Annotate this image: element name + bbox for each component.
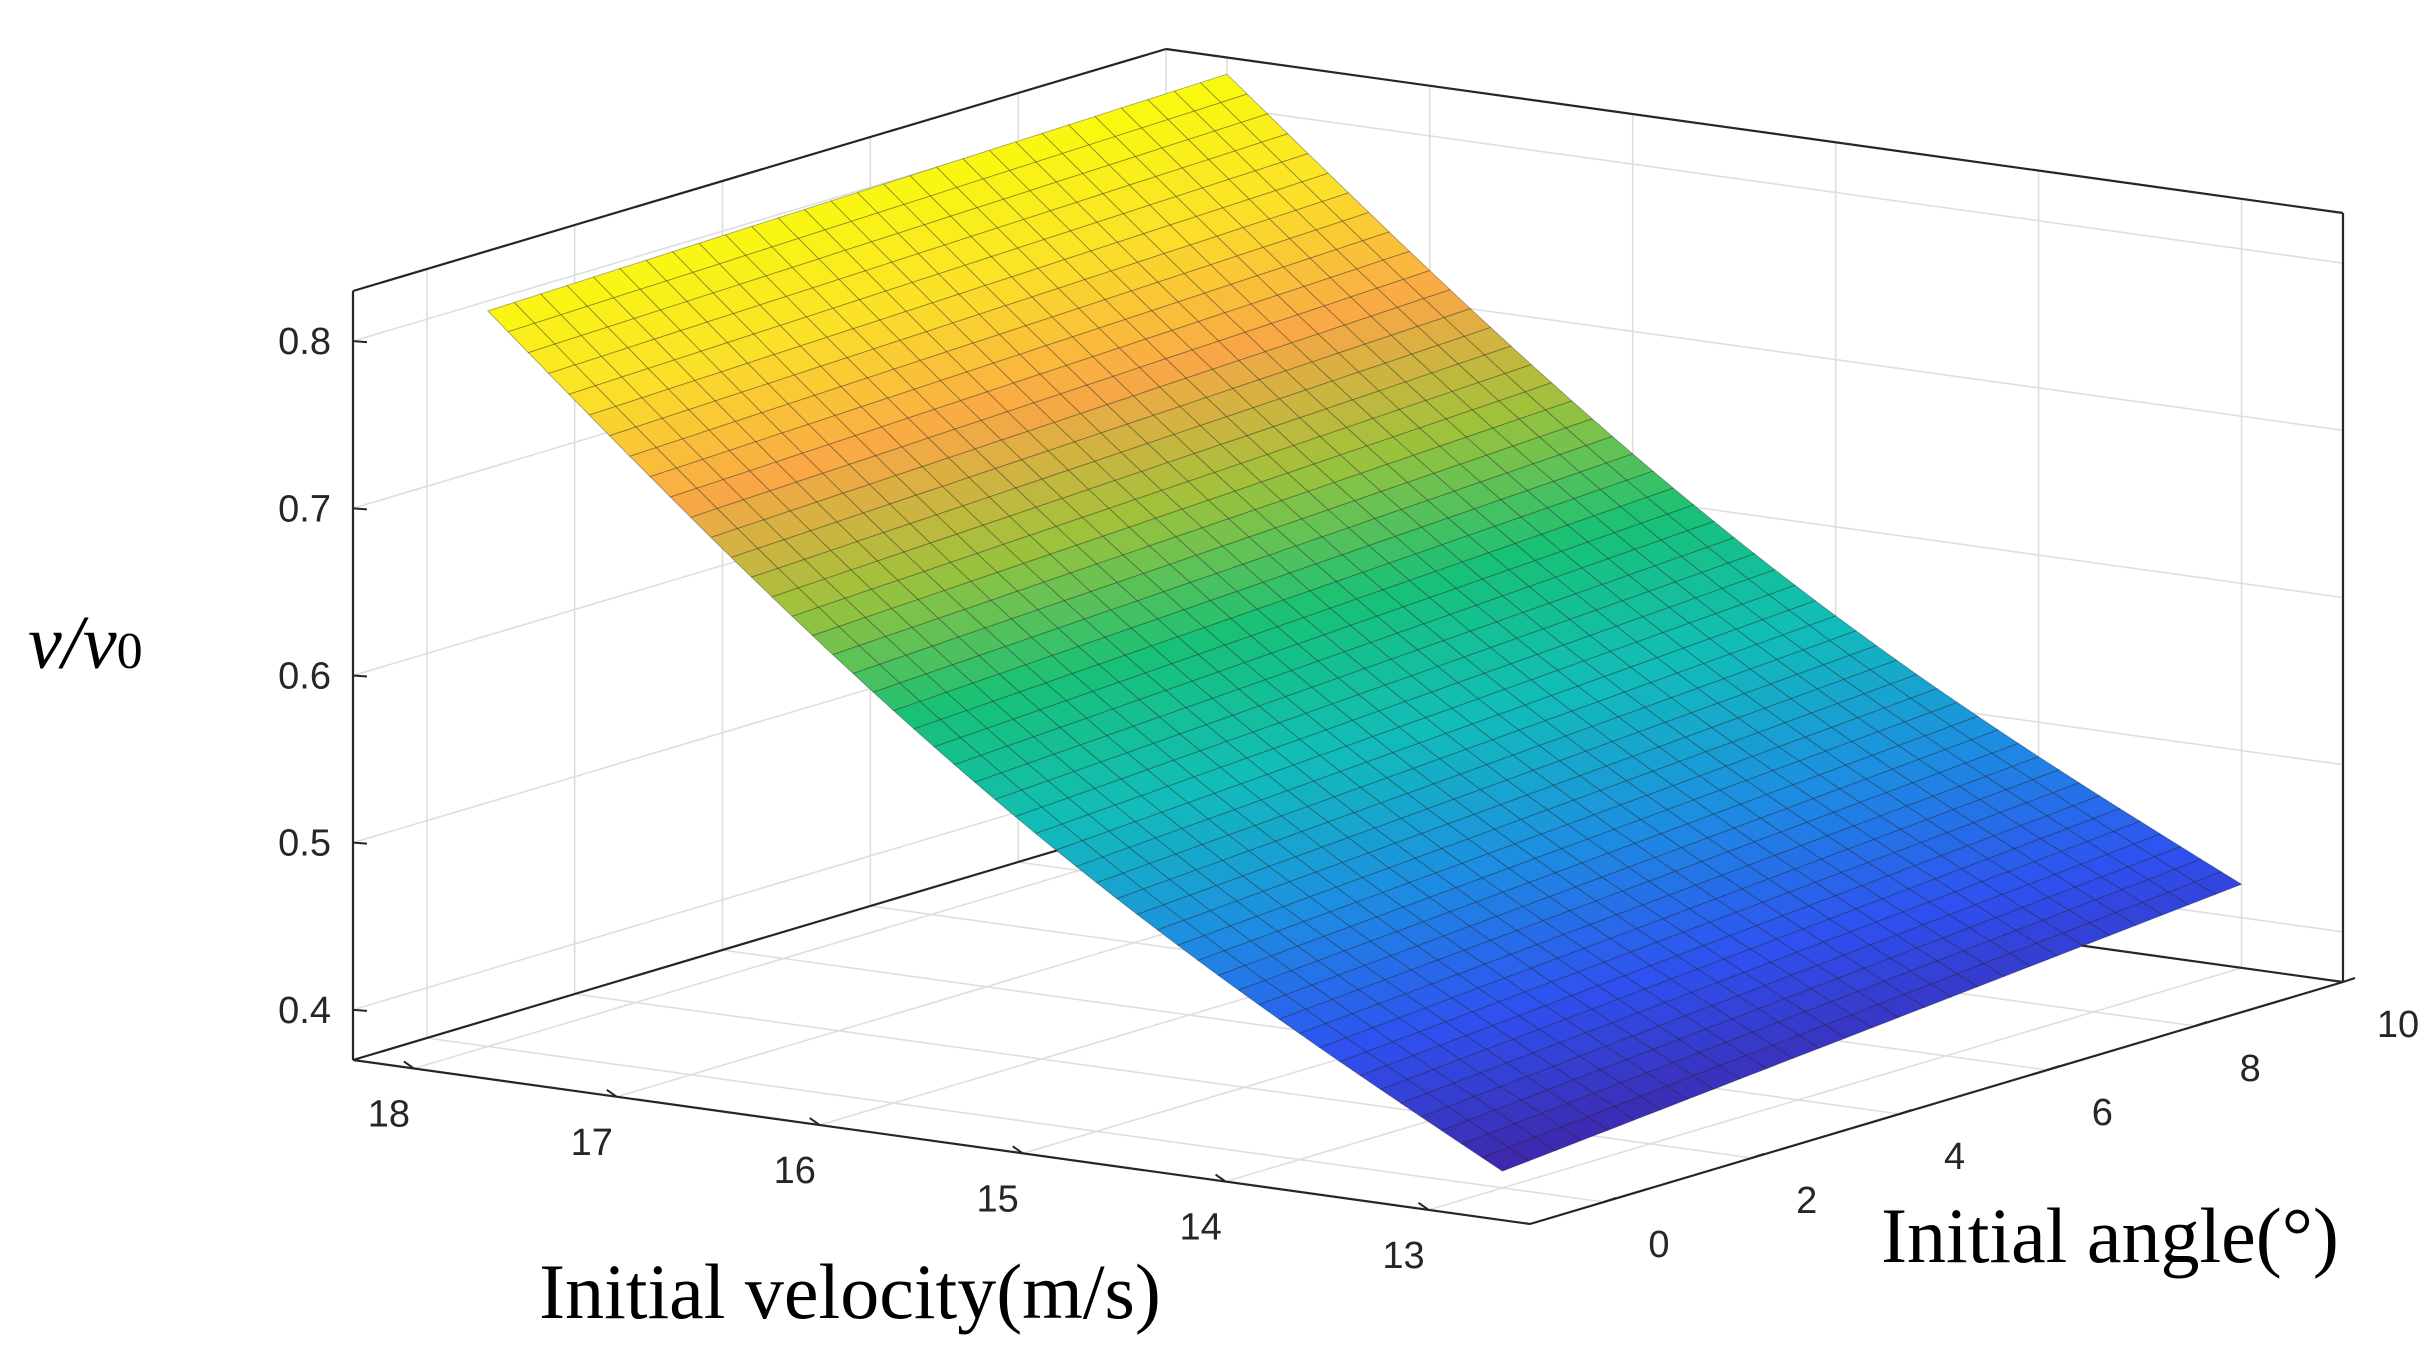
- x-tick-label: 14: [1179, 1207, 1221, 1249]
- x-tick-label: 17: [571, 1122, 613, 1164]
- surface-patch: [1639, 1085, 1689, 1111]
- surface-patch: [1771, 1034, 1821, 1059]
- floor-gridline-angle: [426, 1037, 1605, 1203]
- x-tick: [1417, 1202, 1430, 1211]
- surface-patch: [2193, 871, 2243, 896]
- axis-ticks: 0.4 0.5 0.6 0.7 0.8 18 17 16 15 14 13 0 2 4 6 8 10: [278, 321, 2419, 1277]
- surface-patch: [1797, 1024, 1847, 1049]
- y-tick: [1899, 1109, 1912, 1115]
- x-tick-label: 15: [977, 1178, 1019, 1220]
- y-tick: [1603, 1197, 1617, 1203]
- surface-patch: [1560, 1116, 1609, 1141]
- surface-patch: [1956, 963, 2005, 988]
- surface-patch: [1824, 1014, 1873, 1039]
- y-tick-label: 8: [2240, 1048, 2261, 1090]
- surface-patch: [1481, 1146, 1530, 1172]
- surface-mesh: [486, 73, 2243, 1172]
- box-edge-top-back: [1165, 47, 2344, 215]
- y-tick: [2047, 1065, 2060, 1071]
- box-edge-floor-left: [352, 816, 1167, 1062]
- z-tick: [352, 674, 368, 678]
- x-tick-label: 13: [1382, 1235, 1424, 1277]
- x-axis-label: Initial velocity(m/s): [539, 1248, 1161, 1335]
- y-tick-label: 4: [1944, 1136, 1965, 1178]
- z-tick-label: 0.8: [278, 321, 331, 363]
- z-tick: [352, 507, 368, 511]
- x-tick: [1012, 1145, 1024, 1155]
- y-tick: [2342, 977, 2356, 983]
- surface-patch: [1586, 1106, 1636, 1131]
- z-tick: [352, 1008, 368, 1012]
- y-axis-line: [1529, 980, 2344, 1226]
- z-tick-label: 0.5: [278, 823, 331, 865]
- z-tick-label: 0.6: [278, 656, 331, 698]
- x-axis-line: [352, 1058, 1531, 1226]
- surface-patch: [2167, 881, 2217, 906]
- z-tick-label: 0.7: [278, 488, 331, 530]
- y-tick: [1751, 1153, 1765, 1159]
- z-tick: [352, 841, 368, 845]
- y-tick-label: 0: [1648, 1224, 1669, 1266]
- z-tick-label: 0.4: [278, 990, 331, 1032]
- surface-patch: [2035, 932, 2085, 957]
- x-tick: [606, 1088, 618, 1098]
- y-axis-label: Initial angle(°): [1881, 1192, 2339, 1279]
- surface-patch: [1745, 1044, 1794, 1070]
- surface-patch: [2114, 901, 2164, 926]
- x-tick-label: 18: [368, 1093, 410, 1135]
- z-axis-label: v/v0: [28, 601, 143, 685]
- y-tick: [2194, 1021, 2208, 1027]
- box-edge-top-left: [352, 47, 1167, 293]
- floor-gridline-velocity: [1428, 967, 2242, 1211]
- surface-patch: [2061, 922, 2111, 947]
- x-tick: [1215, 1173, 1227, 1183]
- surface-patch: [2088, 912, 2138, 937]
- axis-labels: Initial velocity(m/s) Initial angle(°) v…: [28, 601, 2339, 1335]
- y-tick-label: 6: [2092, 1092, 2113, 1134]
- x-tick: [809, 1117, 821, 1126]
- backwall-gridline-z: [1165, 98, 2344, 264]
- surface-patch: [1665, 1075, 1715, 1100]
- z-tick: [352, 340, 368, 344]
- y-tick-label: 2: [1796, 1180, 1817, 1222]
- z-axis-label-main: v/v: [28, 601, 117, 685]
- z-axis-label-subscript: 0: [117, 623, 143, 680]
- surface-patch: [1692, 1065, 1741, 1090]
- surface-patch: [1533, 1126, 1583, 1152]
- surface-patch: [1929, 973, 1979, 998]
- x-tick-label: 16: [774, 1150, 816, 1192]
- x-tick: [403, 1060, 415, 1070]
- y-tick-label: 10: [2377, 1004, 2419, 1046]
